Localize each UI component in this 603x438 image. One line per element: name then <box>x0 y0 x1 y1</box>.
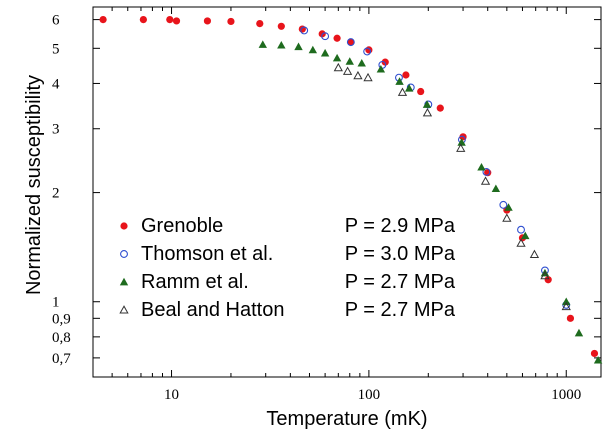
y-tick-label: 5 <box>52 41 60 57</box>
data-point <box>258 40 267 48</box>
data-point <box>333 34 341 42</box>
series-0 <box>99 16 599 358</box>
data-point <box>574 328 584 337</box>
legend-series-name: Thomson et al. <box>141 243 273 265</box>
data-point <box>544 276 552 284</box>
data-point <box>277 22 285 30</box>
data-point <box>363 47 372 56</box>
legend-marker <box>120 222 128 230</box>
data-point <box>345 57 354 65</box>
data-point <box>376 64 386 73</box>
data-point <box>422 107 433 117</box>
data-point <box>347 38 355 46</box>
data-point <box>321 32 330 41</box>
y-tick-label: 1 <box>52 295 60 311</box>
data-point <box>99 16 107 24</box>
data-point <box>417 87 425 96</box>
axis-tick-labels: 10 100 1000 6 5 4 3 2 10,9 0,8 0,7 <box>52 13 581 403</box>
y-tick-label: 3 <box>52 122 60 138</box>
data-point <box>256 19 264 28</box>
plot-frame <box>92 6 602 378</box>
x-axis-title: Temperature (mK) <box>266 408 427 430</box>
legend-series-pressure: P = 2.7 MPa <box>345 299 456 321</box>
data-point <box>561 301 571 311</box>
data-point <box>395 77 404 85</box>
data-point <box>422 100 432 108</box>
data-point <box>342 66 353 75</box>
data-point <box>365 46 373 54</box>
data-point <box>480 176 491 185</box>
y-axis-title: Normalized susceptibility <box>23 75 45 295</box>
data-point <box>457 138 466 146</box>
data-point <box>562 297 571 306</box>
data-point <box>566 314 575 322</box>
data-point <box>529 249 540 259</box>
y-tick-label: 2 <box>52 186 60 202</box>
data-point <box>381 58 389 66</box>
data-point <box>477 162 486 171</box>
data-point <box>499 200 508 209</box>
legend-series-pressure: P = 3.0 MPa <box>345 243 456 265</box>
data-point <box>346 38 355 47</box>
data-point <box>517 225 525 234</box>
data-point <box>397 87 408 96</box>
data-point <box>521 231 530 240</box>
data-point <box>436 104 444 112</box>
data-point <box>516 238 526 247</box>
data-point <box>502 213 512 222</box>
series-3 <box>333 62 571 311</box>
legend-series-name: Beal and Hatton <box>141 299 284 321</box>
data-point <box>333 62 343 72</box>
data-point <box>203 17 212 25</box>
y-tick-label: 0,7 <box>52 351 71 367</box>
axis-ticks <box>92 7 601 377</box>
data-point <box>363 72 373 82</box>
data-point <box>590 349 599 358</box>
data-point <box>404 84 414 92</box>
y-tick-label: 4 <box>52 76 60 92</box>
y-tick-label: 0,8 <box>52 330 71 346</box>
data-point <box>172 17 181 25</box>
data-point <box>308 45 318 54</box>
x-tick-label: 10 <box>164 387 179 403</box>
data-point <box>482 168 491 176</box>
x-tick-label: 1000 <box>551 387 581 403</box>
legend: Grenoble P = 2.9 MPa Thomson et al. P = 3.0… <box>119 215 456 321</box>
data-point <box>277 40 286 49</box>
data-point <box>298 25 306 33</box>
data-point <box>402 71 410 79</box>
data-point <box>139 16 147 24</box>
legend-marker <box>119 277 129 286</box>
legend-series-name: Ramm et al. <box>141 271 249 293</box>
x-tick-label: 100 <box>358 387 381 403</box>
data-point <box>332 53 342 62</box>
data-point <box>227 17 235 26</box>
data-point <box>166 16 174 24</box>
data-points <box>99 16 603 364</box>
data-point <box>357 58 366 67</box>
y-tick-label: 6 <box>52 13 60 29</box>
data-point <box>540 270 550 280</box>
data-point <box>456 143 466 152</box>
data-point <box>491 184 501 193</box>
legend-marker <box>119 305 129 314</box>
legend-series-name: Grenoble <box>141 215 223 237</box>
y-tick-label: 0,9 <box>52 311 71 327</box>
legend-series-pressure: P = 2.7 MPa <box>345 271 456 293</box>
legend-series-pressure: P = 2.9 MPa <box>345 215 456 237</box>
data-point <box>353 70 363 80</box>
data-point <box>300 26 309 35</box>
data-point <box>294 42 303 51</box>
data-point <box>593 355 603 364</box>
data-point <box>504 203 513 211</box>
data-point <box>320 48 330 57</box>
legend-marker <box>120 250 128 258</box>
series-2 <box>258 40 603 364</box>
